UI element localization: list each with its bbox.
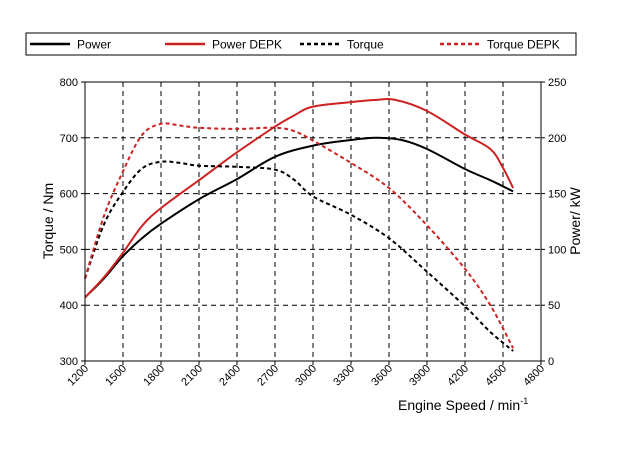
y-right-axis-title: Power/ kW — [567, 186, 583, 254]
y-left-tick-label-800: 800 — [60, 77, 78, 89]
x-tick-label-2400: 2400 — [217, 363, 243, 389]
x-tick-label-1500: 1500 — [103, 363, 129, 389]
legend-label-torque-depk: Torque DEPK — [487, 38, 560, 52]
y-right-tick-label-200: 200 — [548, 133, 566, 145]
y-left-tick-label-600: 600 — [60, 189, 78, 201]
y-right-tick-label-250: 250 — [548, 77, 566, 89]
legend: Power Power DEPK Torque Torque DEPK — [25, 32, 577, 56]
x-tick-label-2700: 2700 — [255, 363, 281, 389]
x-axis-title-text: Engine Speed / min — [398, 397, 520, 413]
y-left-tick-label-500: 500 — [60, 244, 78, 256]
legend-label-power-depk: Power DEPK — [212, 38, 282, 52]
x-tick-label-3600: 3600 — [369, 363, 395, 389]
y-left-tick-label-700: 700 — [60, 133, 78, 145]
y-right-tick-label-150: 150 — [548, 189, 566, 201]
x-tick-label-4500: 4500 — [483, 363, 509, 389]
legend-label-power: Power — [77, 38, 111, 52]
series-group — [84, 97, 514, 352]
legend-label-torque: Torque — [347, 38, 384, 52]
y-left-axis-title: Torque / Nm — [40, 183, 56, 259]
y-left-tick-label-400: 400 — [60, 300, 78, 312]
y-left-tick-label-300: 300 — [60, 356, 78, 368]
series-line-power-depk — [84, 97, 514, 299]
series-line-torque — [84, 160, 514, 352]
x-axis-title: Engine Speed / min-1 — [398, 396, 528, 413]
x-tick-label-3900: 3900 — [407, 363, 433, 389]
series-line-power — [84, 136, 514, 299]
grid — [85, 82, 541, 361]
x-tick-label-4200: 4200 — [445, 363, 471, 389]
series-line-torque-depk — [84, 122, 514, 349]
x-tick-label-2100: 2100 — [179, 363, 205, 389]
x-tick-label-3000: 3000 — [293, 363, 319, 389]
x-tick-label-4800: 4800 — [521, 363, 547, 389]
x-tick-label-3300: 3300 — [331, 363, 357, 389]
y-right-tick-label-100: 100 — [548, 244, 566, 256]
y-right-tick-label-0: 0 — [548, 356, 554, 368]
x-tick-label-1800: 1800 — [141, 363, 167, 389]
y-right-tick-label-50: 50 — [548, 300, 560, 312]
x-axis-title-superscript: -1 — [520, 396, 528, 406]
